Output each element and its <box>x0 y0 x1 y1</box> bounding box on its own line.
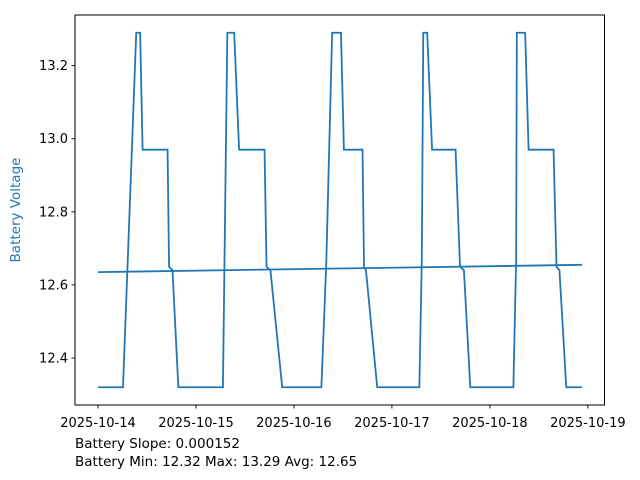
x-tick-label: 2025-10-19 <box>550 416 626 431</box>
trend-line <box>98 263 582 274</box>
battery-voltage-line <box>98 31 582 389</box>
x-tick-label: 2025-10-15 <box>158 416 234 431</box>
x-tick-label: 2025-10-17 <box>354 416 430 431</box>
y-tick-label: 12.6 <box>39 278 68 293</box>
x-tick-label: 2025-10-16 <box>256 416 332 431</box>
y-tick-label: 13.2 <box>39 59 68 74</box>
y-tick-label: 13.0 <box>39 132 68 147</box>
y-tick-label: 12.4 <box>39 352 68 367</box>
y-axis-label: Battery Voltage <box>8 158 24 263</box>
axes-spines <box>74 14 605 406</box>
x-tick-label: 2025-10-14 <box>60 416 136 431</box>
stats-minmax-text: Battery Min: 12.32 Max: 13.29 Avg: 12.65 <box>75 454 358 470</box>
x-tick-label: 2025-10-18 <box>452 416 528 431</box>
stats-slope-text: Battery Slope: 0.000152 <box>75 436 240 452</box>
y-tick-label: 12.8 <box>39 205 68 220</box>
